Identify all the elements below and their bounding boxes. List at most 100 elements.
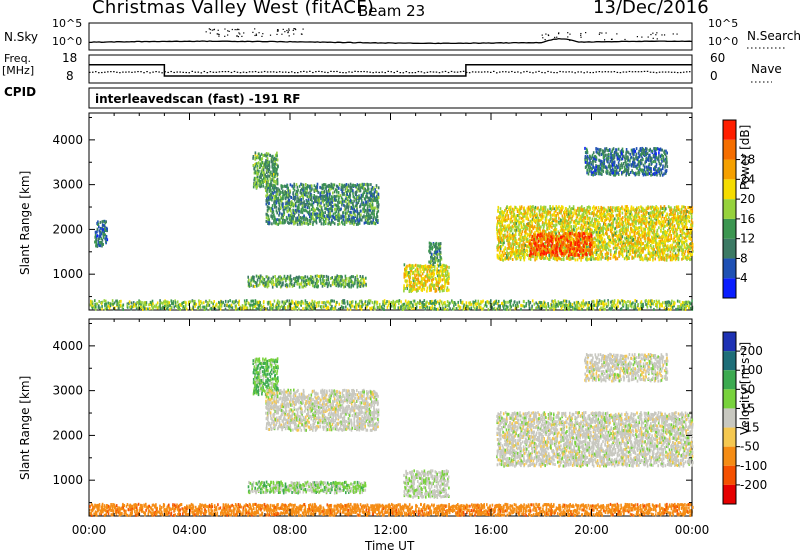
- power-cell-0: [528, 302, 530, 306]
- power-cell-7: [592, 222, 595, 225]
- power-cell-3: [371, 202, 374, 206]
- power-cell-7: [503, 226, 506, 230]
- power-cell-3: [342, 211, 345, 215]
- power-cell-3: [298, 218, 300, 222]
- power-cell-3: [351, 207, 354, 211]
- power-cell-2: [273, 172, 275, 176]
- power-cell-0: [656, 305, 658, 309]
- power-cell-3: [299, 222, 301, 226]
- power-cell-0: [453, 301, 456, 304]
- power-cell-0: [555, 302, 557, 306]
- power-cell-7: [517, 219, 519, 223]
- power-cell-3: [309, 215, 311, 219]
- power-cell-0: [220, 300, 223, 304]
- power-cell-7: [525, 225, 527, 229]
- power-cell-7: [614, 255, 617, 259]
- power-cell-2: [269, 153, 272, 157]
- power-cell-3: [313, 208, 315, 212]
- power-cell-0: [205, 305, 207, 309]
- power-cell-3: [374, 198, 377, 202]
- power-cell-0: [468, 307, 471, 311]
- power-cell-0: [152, 306, 155, 310]
- power-cell-7: [547, 208, 549, 212]
- power-cell-3: [330, 221, 332, 225]
- power-cell-2: [252, 156, 254, 160]
- power-cell-0: [598, 302, 601, 306]
- power-cell-7: [528, 228, 531, 232]
- power-cell-5: [432, 265, 435, 269]
- power-cell-7: [498, 223, 501, 227]
- power-cell-7: [542, 216, 544, 220]
- power-cell-0: [485, 303, 487, 307]
- power-cell-7: [515, 257, 518, 261]
- power-cell-7: [543, 205, 545, 209]
- power-cell-3: [300, 220, 303, 224]
- power-cell-2: [264, 178, 267, 182]
- power-cell-7: [538, 253, 540, 257]
- power-cell-4: [271, 285, 274, 289]
- power-cell-0: [553, 304, 556, 308]
- power-cell-7: [531, 244, 534, 248]
- power-cell-0: [398, 299, 401, 303]
- power-cell-3: [341, 190, 344, 194]
- power-cell-0: [187, 300, 190, 304]
- power-cell-3: [296, 222, 299, 226]
- power-cell-7: [525, 228, 527, 232]
- power-cell-5: [447, 281, 450, 285]
- power-cell-6: [433, 243, 435, 246]
- power-cell-4: [351, 281, 354, 285]
- power-cell-0: [501, 301, 504, 305]
- power-cell-3: [355, 200, 358, 204]
- power-cell-0: [540, 304, 542, 308]
- power-cell-4: [277, 277, 279, 281]
- power-cell-5: [426, 270, 428, 273]
- power-cell-6: [435, 248, 437, 251]
- power-cell-0: [129, 305, 131, 309]
- power-cell-7: [508, 235, 511, 239]
- power-cell-5: [432, 283, 434, 287]
- power-cell-1: [97, 240, 100, 244]
- power-cell-4: [283, 274, 286, 278]
- power-cell-7: [522, 239, 525, 243]
- power-cell-0: [212, 302, 214, 306]
- power-cell-6: [439, 263, 442, 266]
- power-cell-3: [350, 205, 353, 209]
- power-cell-0: [372, 306, 375, 309]
- power-cell-7: [511, 253, 513, 257]
- power-cell-3: [322, 211, 325, 215]
- power-cell-4: [326, 277, 329, 281]
- power-cell-5: [410, 284, 413, 288]
- power-cell-3: [291, 216, 294, 220]
- power-cell-3: [360, 185, 363, 189]
- power-cell-3: [355, 204, 358, 207]
- power-cell-0: [603, 307, 605, 311]
- power-cell-5: [417, 286, 419, 290]
- power-cell-2: [258, 169, 260, 173]
- power-cell-0: [604, 307, 606, 311]
- power-cell-7: [537, 251, 539, 255]
- power-cell-3: [329, 197, 331, 201]
- power-cell-2: [252, 155, 255, 158]
- power-cell-2: [260, 176, 262, 179]
- power-cell-3: [369, 204, 371, 208]
- power-cell-3: [313, 188, 315, 192]
- power-cell-3: [288, 201, 290, 205]
- power-cell-0: [584, 303, 587, 307]
- power-cell-3: [349, 190, 352, 194]
- power-cell-5: [408, 274, 410, 278]
- power-cell-7: [534, 237, 537, 241]
- power-cell-3: [328, 217, 331, 221]
- power-cell-3: [291, 220, 293, 223]
- power-cell-7: [537, 229, 539, 233]
- power-cell-3: [301, 183, 303, 187]
- power-cell-0: [514, 304, 517, 307]
- power-cell-5: [421, 281, 423, 285]
- power-cell-4: [253, 285, 256, 288]
- power-cell-5: [445, 279, 447, 283]
- power-cell-3: [337, 204, 339, 208]
- power-cell-3: [298, 209, 300, 213]
- power-cell-0: [331, 304, 333, 308]
- power-cell-5: [443, 269, 445, 273]
- power-cell-7: [528, 221, 530, 225]
- power-cell-0: [413, 306, 415, 310]
